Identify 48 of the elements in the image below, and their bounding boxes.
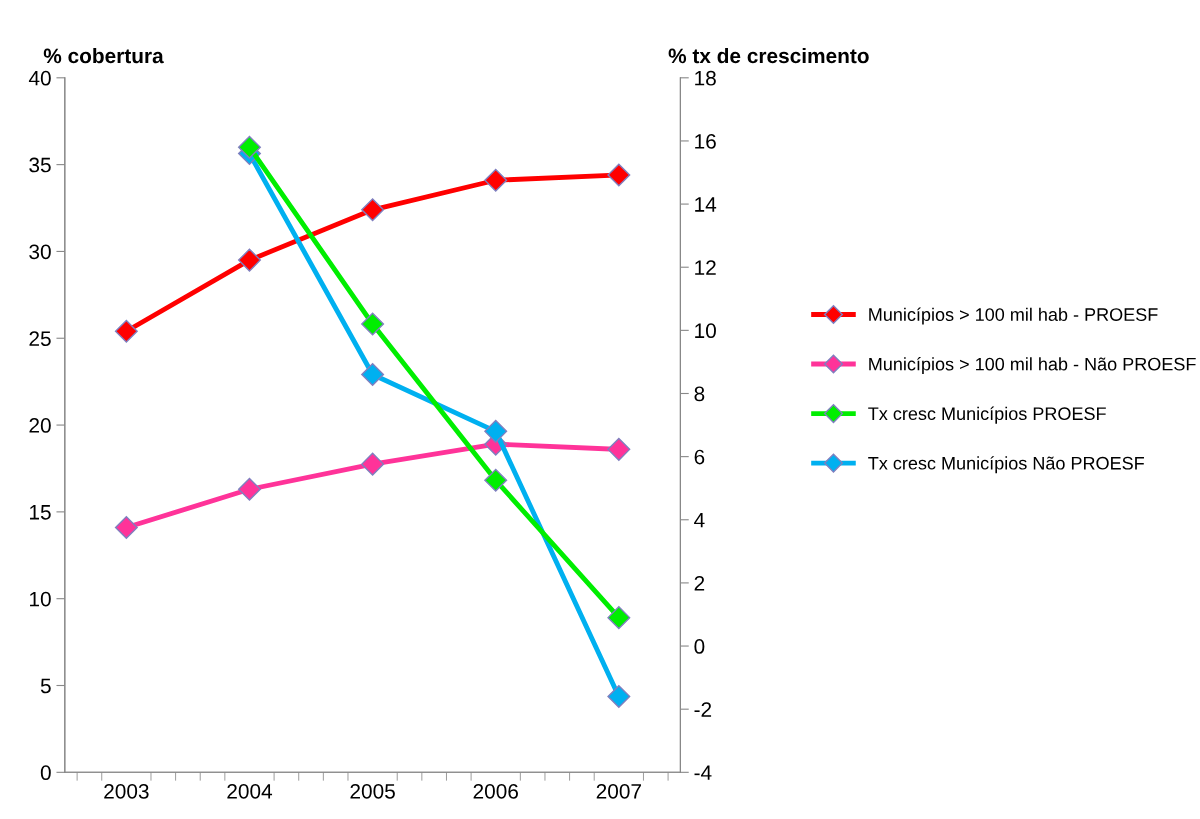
- y2-tick-label: 10: [695, 323, 716, 339]
- point: [361, 198, 385, 222]
- y2-tick-label: 2: [694, 575, 705, 591]
- x-tick-label: 2005: [350, 783, 395, 799]
- y2-tick-label: -2: [694, 702, 712, 717]
- y-tick-label: 30: [29, 244, 51, 260]
- legend-label: Tx cresc Municípios Não PROESF: [868, 456, 1144, 474]
- y2-tick-label: 4: [694, 512, 705, 528]
- point: [361, 312, 385, 336]
- point: [237, 248, 261, 272]
- point: [607, 606, 631, 630]
- y2-tick-label: 8: [694, 386, 705, 402]
- point: [237, 135, 261, 159]
- point: [607, 685, 631, 709]
- y-tick-label: 10: [30, 591, 51, 607]
- y-tick-label: 15: [30, 505, 51, 520]
- x-tick-label: 2004: [227, 783, 273, 799]
- y2-tick-label: 14: [695, 197, 717, 212]
- y2-tick-label: 6: [694, 449, 705, 465]
- y-tick-label: 40: [28, 70, 51, 86]
- y2-axis-title: % tx de crescimento: [668, 47, 869, 64]
- y2-tick-label: 12: [695, 260, 716, 275]
- point: [114, 319, 138, 343]
- y-tick-label: 20: [29, 418, 51, 433]
- point: [237, 477, 261, 501]
- legend-label: Municípios > 100 mil hab - Não PROESF: [869, 357, 1196, 375]
- y2-tick-label: 0: [694, 639, 705, 654]
- legend-label: Municípios > 100 mil hab - PROESF: [869, 307, 1158, 325]
- y-tick-label: 25: [29, 331, 51, 346]
- point: [114, 516, 138, 539]
- point: [607, 437, 631, 461]
- y2-tick-label: 16: [695, 133, 716, 149]
- point: [484, 168, 508, 192]
- point: [361, 363, 385, 387]
- point: [607, 163, 631, 187]
- point: [484, 468, 508, 492]
- y-axis-title: % cobertura: [43, 47, 164, 64]
- x-tick-label: 2003: [104, 783, 149, 799]
- legend-label: Tx cresc Municípios PROESF: [868, 406, 1106, 424]
- y-tick-label: 5: [40, 678, 51, 694]
- x-tick-label: 2007: [596, 783, 641, 799]
- y-tick-label: 35: [29, 157, 51, 173]
- y2-tick-label: -4: [694, 765, 712, 780]
- point: [484, 419, 508, 443]
- y-tick-label: 0: [40, 765, 51, 781]
- x-tick-label: 2006: [473, 783, 518, 799]
- point: [361, 452, 385, 476]
- y2-tick-label: 18: [695, 70, 716, 86]
